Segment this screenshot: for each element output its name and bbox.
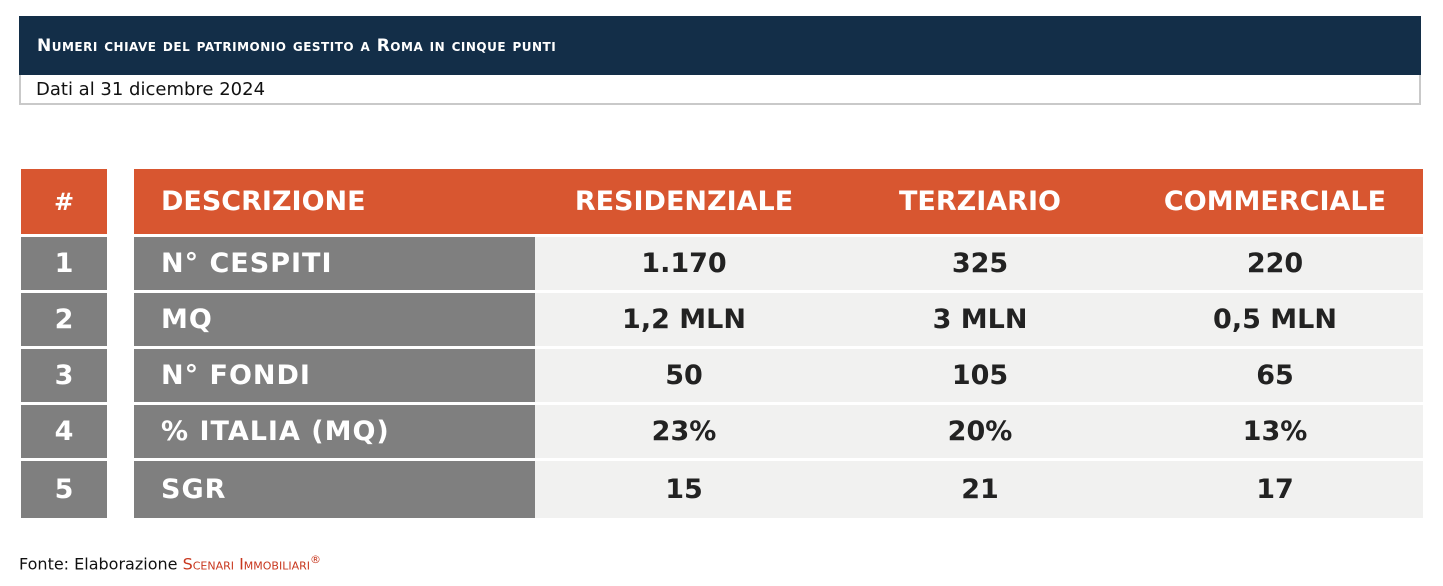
table-cell: 23% <box>535 405 833 458</box>
table-cell: 105 <box>833 349 1127 402</box>
row-label: MQ <box>134 293 535 346</box>
row-number: 3 <box>21 349 107 402</box>
table-cell: 325 <box>833 237 1127 290</box>
row-label: % ITALIA (MQ) <box>134 405 535 458</box>
column-header-commerciale: COMMERCIALE <box>1127 169 1423 234</box>
registered-mark: ® <box>310 553 322 566</box>
subtitle-bar: Dati al 31 dicembre 2024 <box>19 75 1421 105</box>
row-label: N° CESPITI <box>134 237 535 290</box>
table-cell: 20% <box>833 405 1127 458</box>
table-cell: 15 <box>535 461 833 518</box>
table-cell: 17 <box>1127 461 1423 518</box>
page-title: Numeri chiave del patrimonio gestito a R… <box>37 35 557 56</box>
row-number: 4 <box>21 405 107 458</box>
title-bar: Numeri chiave del patrimonio gestito a R… <box>19 16 1421 75</box>
column-header-residenziale: RESIDENZIALE <box>535 169 833 234</box>
table-cell: 65 <box>1127 349 1423 402</box>
table-cell: 50 <box>535 349 833 402</box>
table-cell: 0,5 MLN <box>1127 293 1423 346</box>
source-brand: Scenari Immobiliari <box>182 554 311 574</box>
column-header-terziario: TERZIARIO <box>833 169 1127 234</box>
row-label: N° FONDI <box>134 349 535 402</box>
row-number: 5 <box>21 461 107 518</box>
table-cell: 13% <box>1127 405 1423 458</box>
source-note: Fonte: Elaborazione Scenari Immobiliari® <box>19 553 321 573</box>
table-cell: 21 <box>833 461 1127 518</box>
page-subtitle: Dati al 31 dicembre 2024 <box>36 78 266 100</box>
table-cell: 220 <box>1127 237 1423 290</box>
row-label: SGR <box>134 461 535 518</box>
row-number: 1 <box>21 237 107 290</box>
source-prefix: Fonte: Elaborazione <box>19 554 178 574</box>
table-cell: 3 MLN <box>833 293 1127 346</box>
table-cell: 1,2 MLN <box>535 293 833 346</box>
table-cell: 1.170 <box>535 237 833 290</box>
column-header-description: DESCRIZIONE <box>134 169 535 234</box>
column-header-number: # <box>21 169 107 234</box>
row-number: 2 <box>21 293 107 346</box>
